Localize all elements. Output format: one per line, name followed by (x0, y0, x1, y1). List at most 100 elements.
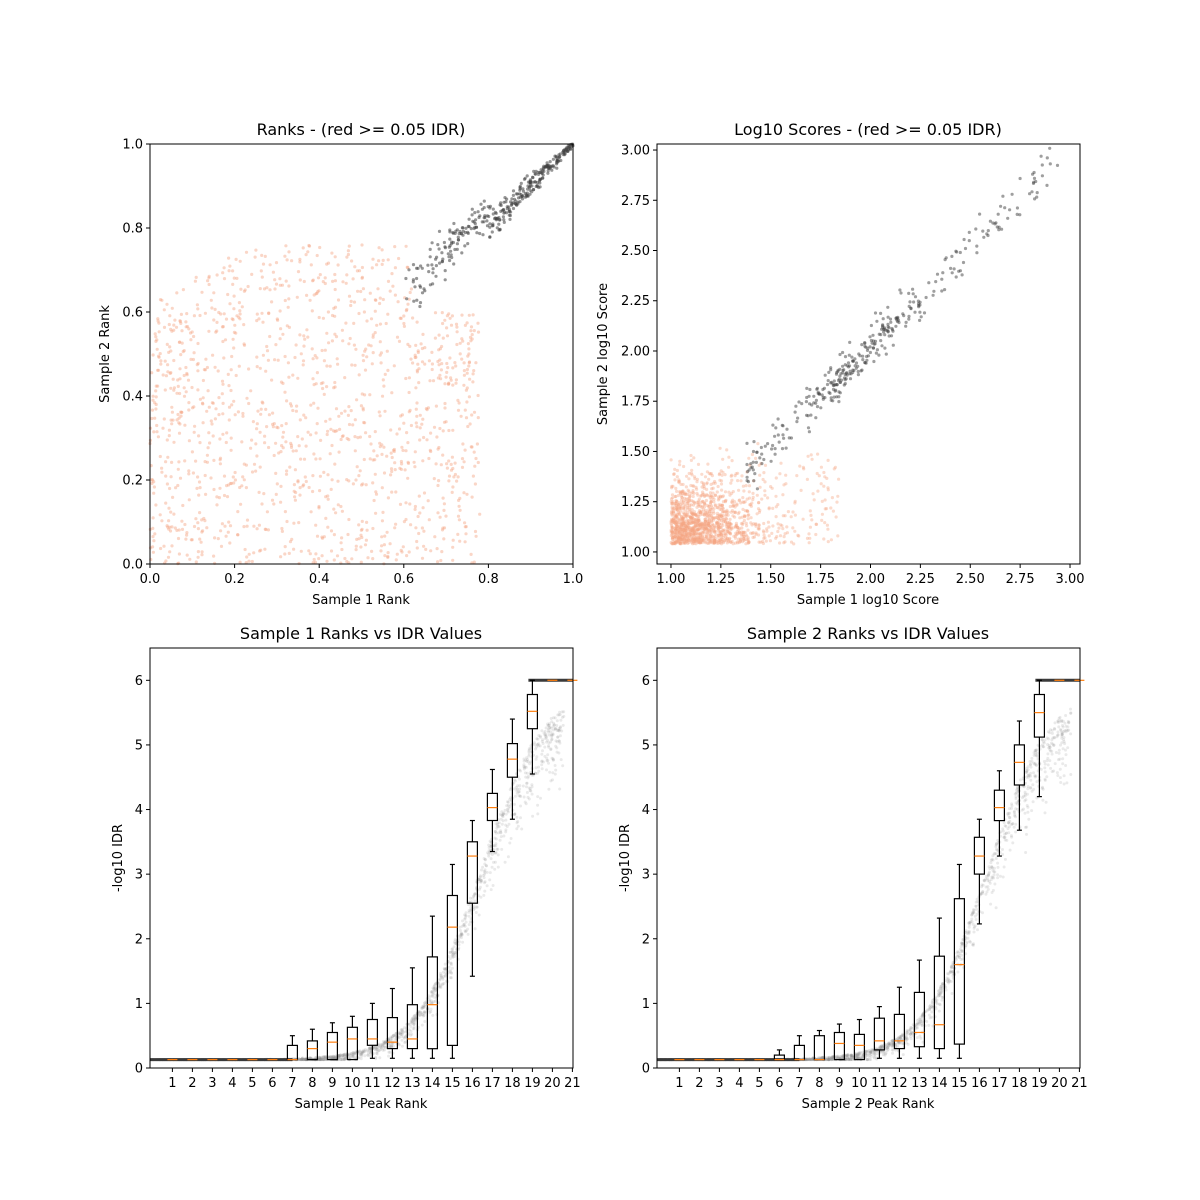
scatter-point (350, 363, 354, 367)
scatter-point (767, 534, 771, 538)
scatter-point (283, 390, 287, 394)
scatter-point (373, 472, 377, 476)
scatter-point (386, 554, 390, 559)
scatter-point (394, 522, 398, 526)
scatter-point (742, 500, 746, 505)
scatter-point (254, 469, 258, 473)
scatter-point (378, 353, 382, 357)
scatter-point (406, 302, 410, 306)
scatter-point (735, 524, 739, 528)
scatter-point (321, 280, 325, 284)
scatter-point (805, 536, 810, 541)
scatter-point (682, 464, 686, 469)
rank-idr-point (308, 1056, 312, 1060)
rank-idr-point (430, 990, 434, 994)
scatter-point (685, 525, 689, 529)
scatter-point (207, 274, 211, 278)
scatter-point (684, 509, 688, 513)
scatter-point (274, 261, 279, 265)
scatter-point (697, 535, 701, 539)
rank-idr-point (374, 1048, 378, 1052)
scatter-point (849, 372, 853, 376)
scatter-point (701, 539, 705, 543)
scatter-point (304, 253, 308, 257)
scatter-point (705, 487, 709, 491)
scatter-point (442, 240, 446, 245)
scatter-point (421, 459, 425, 463)
scatter-point (287, 297, 291, 301)
scatter-point (698, 531, 703, 535)
scatter-point (742, 514, 747, 518)
scatter-point (746, 528, 750, 532)
scatter-point (675, 508, 680, 512)
scatter-point (260, 400, 264, 404)
scatter-point (378, 301, 382, 306)
scatter-point (219, 312, 223, 316)
scatter-point (710, 529, 714, 533)
scatter-point (302, 413, 306, 417)
scatter-point (233, 470, 237, 475)
scatter-point (705, 526, 709, 530)
scatter-point (676, 538, 680, 542)
scatter-point (820, 512, 825, 516)
scatter-point (729, 474, 733, 478)
scatter-point (699, 539, 703, 543)
scatter-point (721, 507, 725, 511)
scatter-point (253, 255, 257, 259)
scatter-point (687, 525, 691, 529)
scatter-point (265, 425, 269, 429)
scatter-point (415, 414, 419, 418)
scatter-point (679, 533, 683, 537)
scatter-point (683, 536, 687, 540)
scatter-point (685, 539, 689, 544)
scatter-point (710, 515, 714, 519)
scatter-point (482, 199, 486, 203)
scatter-point (913, 295, 918, 299)
scatter-point (720, 473, 724, 477)
scatter-point (689, 503, 693, 507)
scatter-point (335, 357, 339, 361)
scatter-point (442, 537, 446, 541)
scatter-point (168, 486, 172, 491)
scatter-point (222, 356, 226, 360)
scatter-point (440, 344, 444, 349)
scatter-point (702, 513, 707, 517)
scatter-point (231, 337, 235, 341)
scatter-point (521, 187, 525, 191)
scatter-point (682, 520, 686, 524)
scatter-point (734, 524, 738, 529)
scatter-point (691, 512, 696, 516)
scatter-point (353, 449, 357, 453)
scatter-point (449, 378, 453, 382)
scatter-point (684, 529, 688, 533)
scatter-point (164, 501, 168, 505)
scatter-point (541, 173, 545, 177)
scatter-point (683, 519, 687, 524)
scatter-point (296, 270, 301, 274)
scatter-point (436, 376, 440, 380)
scatter-point (677, 530, 681, 534)
scatter-point (471, 372, 475, 376)
scatter-point (676, 508, 680, 512)
scatter-point (682, 540, 686, 545)
scatter-point (725, 448, 729, 452)
scatter-point (292, 489, 296, 493)
scatter-point (748, 503, 752, 507)
scatter-point (323, 276, 327, 280)
scatter-point (171, 377, 175, 381)
scatter-point (713, 538, 717, 542)
scatter-point (157, 321, 161, 325)
scatter-point (711, 541, 715, 545)
y-axis: 1.001.251.501.752.002.252.502.753.00 (621, 144, 657, 560)
scatter-point (694, 532, 698, 536)
scatter-point (716, 527, 720, 531)
scatter-point (832, 379, 836, 383)
scatter-point (290, 537, 294, 542)
scatter-point (760, 497, 764, 501)
scatter-point (835, 395, 839, 399)
scatter-point (220, 325, 225, 329)
scatter-point (438, 358, 442, 362)
scatter-point (436, 447, 440, 451)
scatter-point (350, 557, 354, 561)
scatter-point (675, 531, 679, 535)
